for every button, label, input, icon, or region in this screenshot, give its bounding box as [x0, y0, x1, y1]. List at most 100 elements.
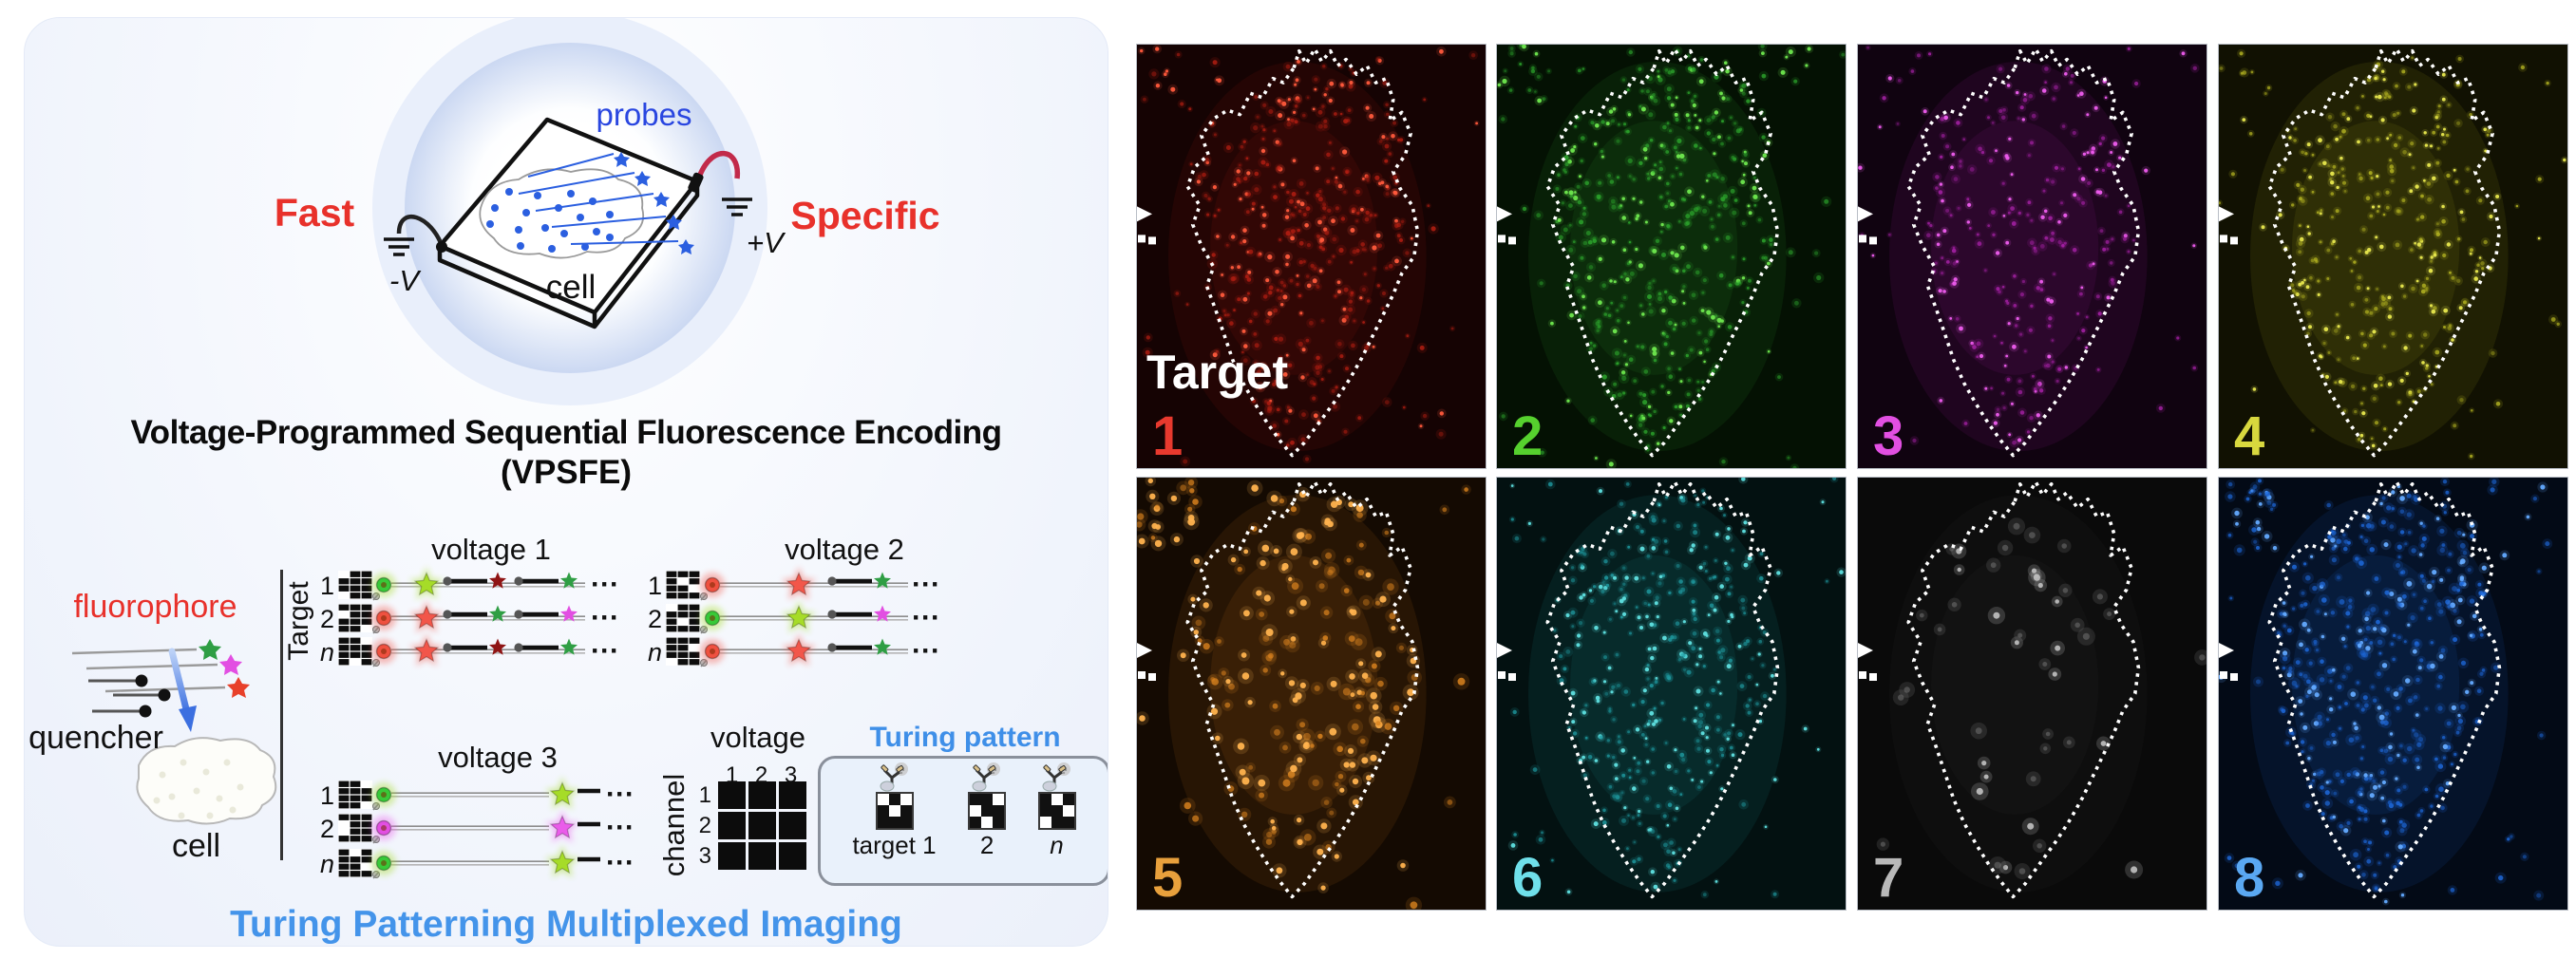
voltage-group: voltage 31 ···2 ···n ···: [320, 741, 635, 879]
cell-outline: [1185, 47, 1420, 458]
figure-title-line2: (VPSFE): [500, 454, 633, 491]
ellipsis: ···: [606, 779, 635, 810]
fluorophore-label: fluorophore: [73, 589, 237, 625]
voltage-group: voltage 11 ···2 ···n ···: [320, 533, 619, 668]
target-label: Target: [1146, 346, 1289, 399]
fluorescence-panel-8: 8: [2218, 477, 2568, 911]
electrode-chip-illustration: -V +V probes cell: [384, 97, 786, 329]
barcode: [338, 849, 372, 877]
pos-electrode-wire: [694, 151, 740, 184]
quencher-dot: [514, 610, 523, 619]
barcode: [666, 637, 700, 666]
matrix-cell: [718, 842, 746, 870]
legend-cell-label: cell: [171, 828, 221, 864]
quencher-dot: [443, 576, 452, 586]
neg-ground-icon: [384, 237, 414, 256]
probe-legend-illustration: [71, 639, 277, 825]
matrix-cell: [748, 842, 776, 870]
cell-outline: [1545, 47, 1780, 458]
tail-star-icon: [489, 638, 506, 655]
tail-star-icon: [560, 605, 578, 622]
fluorophore-dot: [375, 855, 392, 872]
strand-row-label: 2: [648, 605, 662, 633]
anchor-icon: [372, 626, 380, 633]
matrix-cell: [718, 781, 746, 809]
neg-electrode-wire: [396, 215, 445, 249]
fluorescent-spots: [2219, 478, 2553, 906]
anchor-icon: [372, 871, 380, 878]
channel-number-label: 6: [1512, 847, 1544, 909]
probe-star-icons: [614, 152, 694, 254]
fluorophore-dot: [375, 819, 392, 837]
neg-voltage-label: -V: [389, 264, 422, 297]
fluorescent-spots: [1497, 45, 1846, 468]
vpsfe-schematic-card: -V +V probes cell Fast Specific Voltage-…: [24, 17, 1108, 947]
ellipsis: ···: [606, 812, 635, 843]
ellipsis: ···: [912, 635, 940, 667]
fluorescent-spots: [1858, 45, 2200, 448]
matrix-cell: [779, 842, 806, 870]
pointer-arrow-icon: [1497, 643, 1512, 658]
matrix-row-label: 2: [698, 813, 711, 838]
ellipsis: ···: [606, 847, 635, 878]
cell-outline: [2267, 47, 2502, 458]
channel-number-label: 3: [1873, 405, 1904, 467]
voltage-group-title: voltage 2: [785, 533, 904, 566]
quencher-dot: [514, 643, 523, 652]
micrograph: [1858, 45, 2200, 458]
pointer-arrow-icon: [1497, 206, 1512, 222]
micrograph: [1137, 45, 1480, 467]
pos-voltage-label: +V: [747, 226, 786, 259]
chip-cell-label: cell: [546, 269, 597, 306]
matrix-cell: [718, 812, 746, 839]
micrograph: [2219, 47, 2567, 461]
strand-row-label: 1: [648, 572, 662, 600]
pointer-arrow-icon: [1858, 206, 1873, 222]
channel-number-label: 5: [1152, 847, 1184, 909]
barcode: [338, 637, 372, 666]
anchor-icon: [372, 802, 380, 810]
voltage-down-arrow-icon: [168, 648, 197, 732]
matrix-cell: [748, 812, 776, 839]
fluorescence-panel-7: 7: [1857, 477, 2207, 911]
pos-electrode-tip: [688, 172, 704, 193]
matrix-cell: [748, 781, 776, 809]
fast-label: Fast: [274, 191, 355, 235]
legend-cell-blob: [136, 737, 277, 825]
fluorophore-dot: [375, 643, 392, 660]
fluorophore-arrows: [71, 639, 250, 698]
tail-star-icon: [560, 638, 578, 655]
anchor-icon: [700, 659, 708, 667]
glow-star-icon: [549, 814, 576, 839]
voltage-group-title: voltage 1: [431, 533, 551, 566]
channel-number-label: 8: [2234, 847, 2265, 909]
micrograph: [2219, 478, 2553, 906]
specific-label: Specific: [790, 194, 940, 237]
fluorescent-spots: [1137, 478, 1471, 910]
figure-title-line1: Voltage-Programmed Sequential Fluorescen…: [130, 414, 1002, 451]
turing-barcode-pattern: [1037, 792, 1076, 830]
fluorescence-panel-1: Target 1: [1136, 44, 1487, 469]
micrograph: [1137, 478, 1471, 910]
fluorescence-panel-6: 6: [1496, 477, 1847, 911]
anchor-icon: [700, 626, 708, 633]
fluorophore-dot: [704, 643, 721, 660]
pointer-arrow-icon: [1137, 206, 1152, 222]
turing-pattern-box: target 1 2 n: [818, 756, 1108, 886]
channel-number-label: 4: [2234, 405, 2265, 467]
matrix-cell: [779, 812, 806, 839]
quencher-label: quencher: [28, 720, 163, 756]
tail-star-icon: [560, 572, 578, 589]
tail-star-icon: [874, 605, 891, 622]
pos-ground-icon: [722, 197, 752, 216]
turing-item-label: n: [1050, 831, 1064, 859]
fluorescent-spots: [1876, 517, 2207, 879]
legend-cell-speckles: [153, 759, 244, 819]
fluorescence-panel-2: 2: [1496, 44, 1847, 469]
barcode: [666, 604, 700, 632]
micrograph: [1858, 480, 2207, 899]
anchor-icon: [372, 592, 380, 600]
quencher-dot: [443, 610, 452, 619]
target-axis-label: Target: [283, 581, 314, 661]
